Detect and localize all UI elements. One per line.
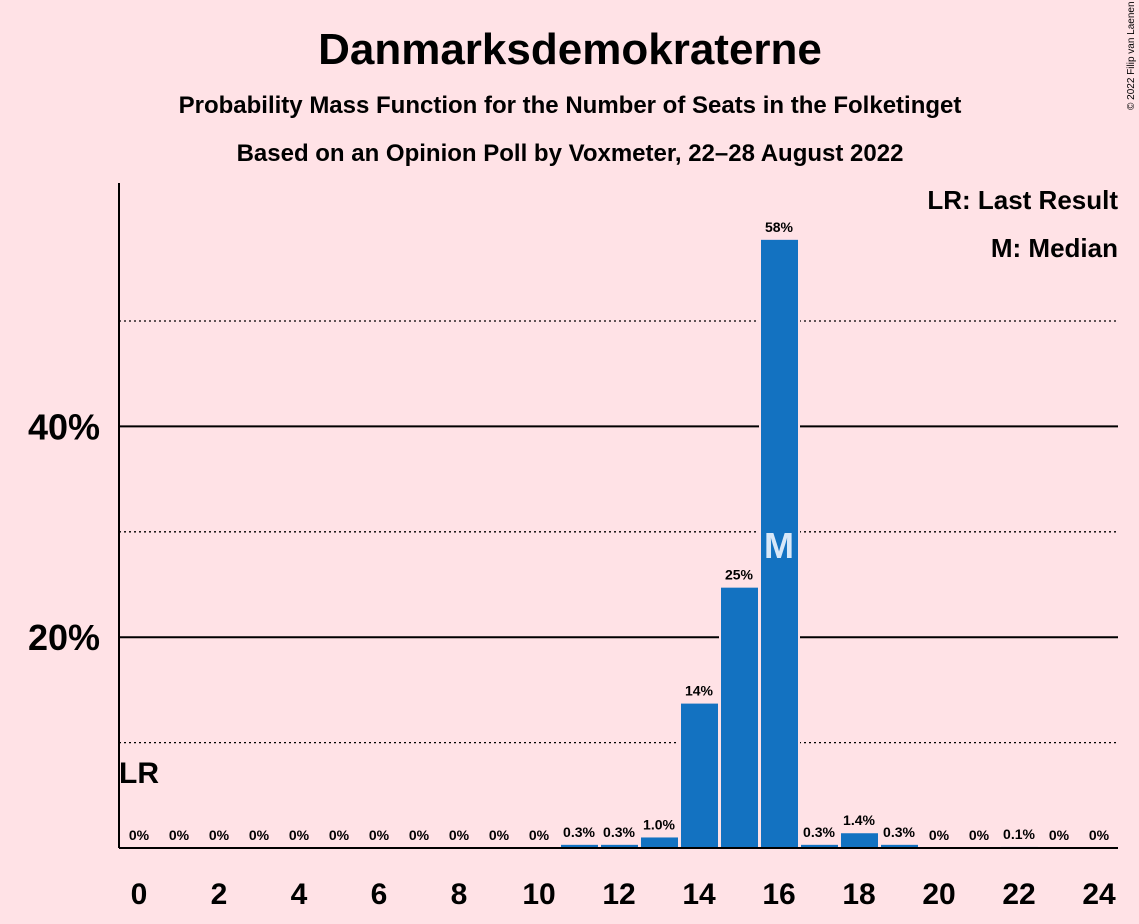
data-label-seat-15: 25% [725, 567, 754, 583]
data-label-seat-11: 0.3% [563, 824, 595, 840]
bar-seat-18 [841, 833, 878, 848]
bar-seat-15 [721, 587, 758, 848]
x-tick-label: 16 [762, 878, 795, 911]
data-label-seat-12: 0.3% [603, 824, 635, 840]
bar-seat-19 [881, 844, 918, 848]
data-label-seat-6: 0% [369, 827, 390, 843]
chart-subtitle-1: Probability Mass Function for the Number… [179, 92, 962, 119]
data-label-seat-4: 0% [289, 827, 310, 843]
data-label-seat-19: 0.3% [883, 824, 915, 840]
bar-seat-17 [801, 844, 838, 848]
data-label-seat-2: 0% [209, 827, 230, 843]
bar-gap [999, 844, 1040, 848]
y-tick-label: 40% [28, 406, 100, 447]
x-tick-label: 22 [1002, 878, 1035, 911]
chart-subtitle-2: Based on an Opinion Poll by Voxmeter, 22… [237, 140, 904, 167]
data-label-seat-8: 0% [449, 827, 470, 843]
data-label-seat-20: 0% [929, 827, 950, 843]
bar-seat-13 [641, 837, 678, 848]
x-tick-label: 4 [291, 878, 308, 911]
data-label-seat-22: 0.1% [1003, 826, 1035, 842]
median-marker: M [764, 525, 794, 566]
data-label-seat-21: 0% [969, 827, 990, 843]
data-label-seat-17: 0.3% [803, 824, 835, 840]
data-labels: 0% 0% 0% 0% 0% 0% 0% 0% 0% 0% 0% 0.3% 0.3% 1.0% 14% 25%… [129, 219, 1110, 843]
bars [559, 237, 1040, 849]
data-label-seat-0: 0% [129, 827, 150, 843]
data-label-seat-9: 0% [489, 827, 510, 843]
x-tick-label: 18 [842, 878, 875, 911]
axes: 20%40%0 2 4 6 8 10 12 14 16 18 20 22 24 [28, 183, 1118, 911]
data-label-seat-14: 14% [685, 683, 714, 699]
x-tick-label: 20 [922, 878, 955, 911]
data-label-seat-13: 1.0% [643, 816, 675, 832]
bar-seat-14 [681, 703, 718, 848]
x-tick-label: 2 [211, 878, 228, 911]
data-label-seat-1: 0% [169, 827, 190, 843]
last-result-marker: LR [119, 757, 159, 790]
data-label-seat-23: 0% [1049, 827, 1070, 843]
x-tick-label: 24 [1082, 878, 1116, 911]
data-label-seat-24: 0% [1089, 827, 1110, 843]
data-label-seat-7: 0% [409, 827, 430, 843]
copyright-note: © 2022 Filip van Laenen [1126, 1, 1137, 110]
data-label-seat-3: 0% [249, 827, 270, 843]
bar-seat-16 [761, 239, 798, 849]
x-tick-label: 0 [131, 878, 148, 911]
chart-title: Danmarksdemokraterne [318, 25, 822, 74]
data-label-seat-5: 0% [329, 827, 350, 843]
gridlines [119, 320, 1118, 744]
x-tick-label: 12 [602, 878, 635, 911]
x-tick-label: 8 [451, 878, 468, 911]
x-tick-label: 6 [371, 878, 388, 911]
markers: LR M [119, 525, 794, 790]
x-tick-label: 14 [682, 878, 716, 911]
data-label-seat-16: 58% [765, 219, 794, 235]
bar-seat-11 [561, 844, 598, 848]
bar-seat-12 [601, 844, 638, 848]
legend-last-result: LR: Last Result [927, 185, 1118, 215]
data-label-seat-18: 1.4% [843, 812, 875, 828]
data-label-seat-10: 0% [529, 827, 550, 843]
legend-median: M: Median [991, 233, 1118, 263]
x-tick-label: 10 [522, 878, 555, 911]
y-tick-label: 20% [28, 617, 100, 658]
